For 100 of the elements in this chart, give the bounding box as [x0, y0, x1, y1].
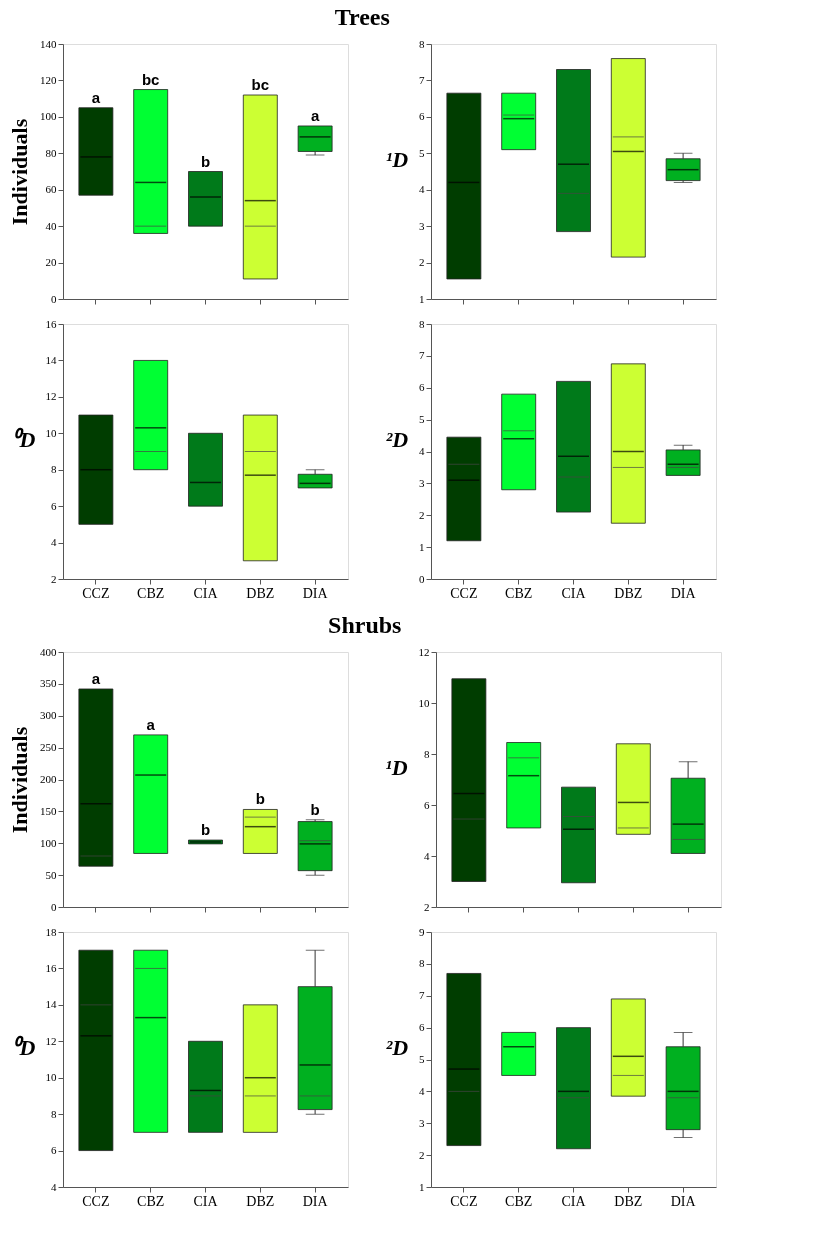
y-tick-label: 0	[419, 572, 425, 585]
y-tick-label: 8	[419, 317, 425, 330]
y-tick-label: 0	[51, 900, 57, 913]
x-tick-label: CBZ	[505, 585, 533, 601]
y-tick-label: 8	[424, 747, 430, 760]
y-tick-label: 350	[40, 677, 57, 690]
y-axis-title: ⁰D	[11, 1035, 36, 1060]
chart-title: Shrubs	[328, 611, 402, 638]
y-tick-label: 8	[419, 957, 425, 970]
y-tick-label: 4	[419, 445, 425, 457]
y-tick-label: 6	[419, 381, 425, 394]
y-tick-label: 40	[45, 219, 57, 232]
annotation: bc	[141, 70, 160, 88]
chart-title: Trees	[334, 3, 390, 30]
y-tick-label: 5	[419, 413, 425, 426]
y-tick-label: 400	[40, 645, 57, 658]
y-tick-label: 6	[419, 110, 425, 123]
y-tick-label: 140	[40, 37, 57, 50]
y-tick-label: 16	[45, 317, 57, 330]
y-tick-label: 100	[40, 836, 57, 849]
y-tick-label: 1	[419, 1180, 425, 1193]
y-axis-title: ²D	[385, 427, 409, 452]
x-tick-label: DIA	[670, 585, 697, 601]
y-tick-label: 60	[45, 183, 57, 196]
annotation: b	[255, 790, 265, 808]
y-tick-label: 10	[45, 1071, 57, 1084]
y-tick-label: 5	[419, 146, 425, 159]
y-tick-label: 2	[419, 508, 425, 521]
x-tick-label: CCZ	[82, 1193, 110, 1209]
y-tick-label: 2	[424, 900, 430, 913]
x-tick-label: CCZ	[450, 1193, 478, 1209]
y-tick-label: 250	[40, 741, 57, 754]
y-tick-label: 50	[45, 868, 57, 881]
y-tick-label: 3	[419, 476, 425, 489]
annotation: b	[200, 821, 211, 839]
y-tick-label: 8	[419, 37, 425, 50]
y-tick-label: 6	[51, 499, 57, 512]
y-tick-label: 12	[45, 390, 57, 403]
x-tick-label: CBZ	[505, 1193, 533, 1209]
annotation: bc	[251, 76, 270, 93]
annotation: a	[310, 106, 320, 124]
annotation: a	[91, 669, 101, 687]
y-tick-label: 4	[419, 1084, 425, 1097]
y-tick-label: 2	[419, 1148, 425, 1161]
x-tick-label: DIA	[670, 1193, 697, 1209]
y-tick-label: 10	[418, 696, 430, 709]
x-tick-label: CIA	[193, 585, 219, 601]
y-tick-label: 9	[419, 925, 425, 938]
y-tick-label: 4	[424, 849, 430, 862]
annotation: a	[91, 88, 101, 106]
x-tick-label: DBZ	[614, 585, 643, 601]
y-axis-title: ¹D	[385, 147, 409, 172]
y-tick-label: 8	[51, 1107, 57, 1120]
y-tick-label: 300	[40, 709, 57, 722]
x-tick-label: CBZ	[137, 1193, 165, 1209]
y-tick-label: 200	[40, 773, 57, 785]
y-tick-label: 120	[40, 73, 57, 86]
x-tick-label: DBZ	[246, 1193, 275, 1209]
y-tick-label: 7	[419, 349, 425, 362]
y-tick-label: 3	[419, 219, 425, 232]
y-tick-label: 14	[45, 353, 57, 366]
y-tick-label: 1	[419, 540, 425, 553]
y-tick-label: 7	[419, 989, 425, 1002]
y-tick-label: 12	[45, 1034, 57, 1047]
x-tick-label: DBZ	[246, 585, 275, 601]
annotation: b	[200, 152, 211, 170]
y-tick-label: 12	[418, 645, 430, 658]
y-tick-label: 7	[419, 73, 425, 86]
y-tick-label: 80	[45, 146, 57, 159]
annotation: a	[146, 715, 156, 733]
x-tick-label: CIA	[561, 1193, 587, 1209]
annotation: b	[310, 800, 320, 818]
y-tick-label: 150	[40, 804, 57, 817]
y-axis-title: ¹D	[385, 755, 408, 780]
x-tick-label: CIA	[561, 585, 587, 601]
x-tick-label: CBZ	[137, 585, 165, 601]
y-tick-label: 20	[45, 256, 57, 269]
x-tick-label: DBZ	[614, 1193, 643, 1209]
y-tick-label: 5	[419, 1053, 425, 1065]
y-tick-label: 4	[419, 183, 425, 196]
y-tick-label: 6	[424, 798, 430, 811]
x-tick-label: DIA	[302, 585, 329, 601]
y-tick-label: 16	[45, 961, 57, 974]
y-tick-label: 6	[419, 1021, 425, 1034]
y-tick-label: 100	[40, 110, 57, 123]
y-tick-label: 6	[51, 1144, 57, 1157]
y-axis-title: Individuals	[7, 118, 32, 226]
y-tick-label: 8	[51, 463, 57, 476]
y-axis-title: ²D	[385, 1035, 409, 1060]
y-tick-label: 0	[51, 292, 57, 305]
y-axis-title: ⁰D	[11, 427, 36, 452]
x-tick-label: DIA	[302, 1193, 329, 1209]
y-tick-label: 4	[51, 1180, 57, 1193]
y-axis-title: Individuals	[7, 726, 32, 834]
y-tick-label: 3	[419, 1116, 425, 1129]
y-tick-label: 18	[45, 925, 57, 938]
y-tick-label: 4	[51, 536, 57, 549]
y-tick-label: 2	[51, 572, 57, 585]
x-tick-label: CIA	[193, 1193, 219, 1209]
y-tick-label: 10	[45, 426, 57, 439]
